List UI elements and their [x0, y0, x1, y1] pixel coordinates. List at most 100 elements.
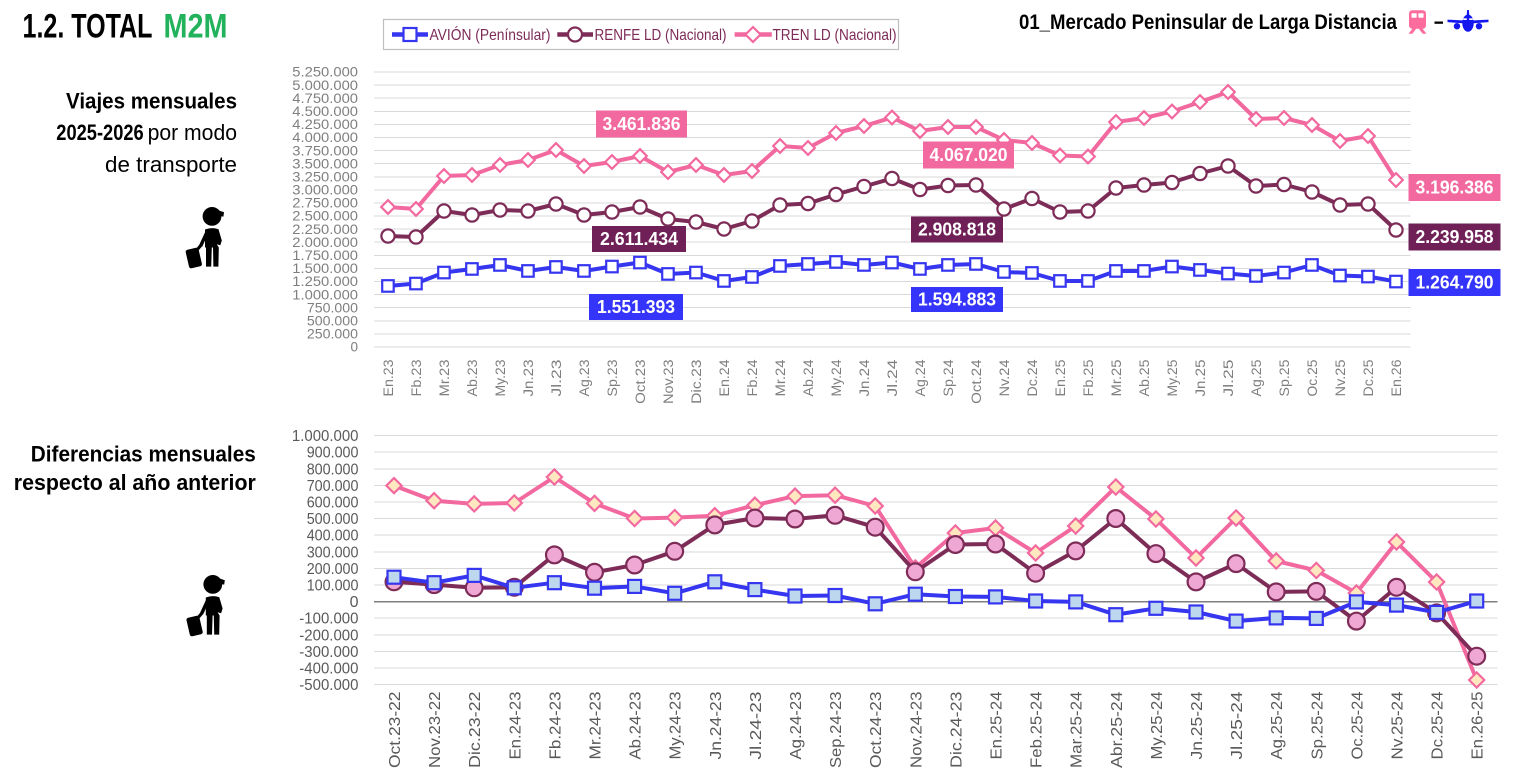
- svg-text:2.611.434: 2.611.434: [600, 229, 678, 249]
- svg-text:700.000: 700.000: [307, 478, 359, 495]
- svg-text:2.250.000: 2.250.000: [292, 222, 358, 237]
- svg-text:250.000: 250.000: [307, 327, 358, 342]
- svg-text:M2M: M2M: [164, 8, 228, 46]
- svg-text:400.000: 400.000: [307, 528, 359, 545]
- svg-text:Mr.25: Mr.25: [1109, 360, 1124, 397]
- svg-text:En.23: En.23: [381, 360, 396, 397]
- svg-text:3.000.000: 3.000.000: [292, 183, 358, 198]
- svg-text:Sp.24: Sp.24: [941, 359, 956, 397]
- svg-text:Fb.23: Fb.23: [409, 360, 424, 397]
- svg-text:-300.000: -300.000: [299, 644, 358, 661]
- svg-text:Nov.24-23: Nov.24-23: [908, 692, 925, 769]
- svg-text:2.908.818: 2.908.818: [918, 220, 996, 240]
- svg-text:Jn.25: Jn.25: [1193, 360, 1208, 397]
- svg-text:En.26: En.26: [1389, 360, 1404, 397]
- svg-text:Dic.24-23: Dic.24-23: [948, 692, 965, 769]
- svg-text:My.24: My.24: [829, 359, 844, 397]
- svg-text:Dc.25: Dc.25: [1361, 360, 1376, 397]
- svg-text:Fb.24-23: Fb.24-23: [547, 692, 564, 760]
- svg-text:2.500.000: 2.500.000: [292, 209, 358, 224]
- svg-text:My.25: My.25: [1165, 360, 1180, 397]
- svg-text:My.24-23: My.24-23: [668, 692, 685, 760]
- svg-text:5.000.000: 5.000.000: [292, 78, 358, 93]
- svg-text:En.25: En.25: [1053, 360, 1068, 397]
- svg-text:Mr.23: Mr.23: [437, 360, 452, 397]
- svg-text:My.23: My.23: [493, 360, 508, 397]
- svg-text:Oc.25-24: Oc.25-24: [1349, 691, 1366, 759]
- svg-text:2.750.000: 2.750.000: [292, 196, 358, 211]
- svg-text:4.067.020: 4.067.020: [930, 145, 1008, 165]
- svg-text:En.24: En.24: [717, 359, 732, 397]
- svg-text:3.500.000: 3.500.000: [292, 156, 358, 171]
- svg-text:Sp.23: Sp.23: [605, 360, 620, 397]
- svg-text:500.000: 500.000: [307, 511, 359, 528]
- svg-text:Jl.25: Jl.25: [1221, 360, 1236, 397]
- svg-text:Sp.25-24: Sp.25-24: [1309, 691, 1326, 759]
- svg-text:0: 0: [350, 594, 359, 611]
- svg-text:1.250.000: 1.250.000: [292, 274, 358, 289]
- svg-text:Ab.23: Ab.23: [465, 360, 480, 397]
- svg-text:200.000: 200.000: [307, 561, 359, 578]
- svg-text:3.750.000: 3.750.000: [292, 143, 358, 158]
- svg-text:01_Mercado Peninsular de Larga: 01_Mercado Peninsular de Larga Distancia: [1019, 11, 1397, 34]
- svg-text:TREN LD (Nacional): TREN LD (Nacional): [773, 27, 897, 44]
- svg-text:Ab.25: Ab.25: [1137, 360, 1152, 397]
- svg-text:4.750.000: 4.750.000: [292, 91, 358, 106]
- svg-text:Viajes mensuales: Viajes mensuales: [66, 89, 237, 114]
- svg-text:Oct.23: Oct.23: [633, 360, 648, 404]
- svg-text:Jl.24: Jl.24: [885, 359, 900, 397]
- svg-text:1.000.000: 1.000.000: [292, 287, 358, 302]
- svg-text:1.750.000: 1.750.000: [292, 248, 358, 263]
- svg-text:My.25-24: My.25-24: [1149, 691, 1166, 759]
- svg-text:Fb.24: Fb.24: [745, 359, 760, 397]
- svg-text:3.461.836: 3.461.836: [603, 114, 681, 134]
- svg-text:-500.000: -500.000: [299, 677, 358, 694]
- svg-text:Dc.24: Dc.24: [1025, 359, 1040, 397]
- svg-text:Fb.25: Fb.25: [1081, 360, 1096, 397]
- svg-text:de transporte: de transporte: [105, 152, 237, 177]
- svg-text:-200.000: -200.000: [299, 627, 358, 644]
- svg-text:2.000.000: 2.000.000: [292, 235, 358, 250]
- svg-text:Ag.23: Ag.23: [577, 360, 592, 397]
- svg-text:Jn.23: Jn.23: [521, 360, 536, 397]
- svg-text:3.196.386: 3.196.386: [1416, 178, 1494, 198]
- svg-text:Jl.24-23: Jl.24-23: [748, 692, 765, 760]
- svg-text:Nv.25: Nv.25: [1333, 360, 1348, 397]
- svg-text:-400.000: -400.000: [299, 661, 358, 678]
- svg-text:1.594.883: 1.594.883: [918, 290, 996, 310]
- svg-text:Nov.23: Nov.23: [661, 360, 676, 404]
- svg-text:En.26-25: En.26-25: [1470, 692, 1487, 760]
- svg-text:Ag.24-23: Ag.24-23: [788, 692, 805, 760]
- svg-text:Diferencias mensuales: Diferencias mensuales: [31, 442, 256, 467]
- svg-text:Jn.25-24: Jn.25-24: [1189, 691, 1206, 759]
- svg-text:Nv.24: Nv.24: [997, 359, 1012, 397]
- svg-text:Oct.24-23: Oct.24-23: [868, 692, 885, 769]
- svg-text:Ag.24: Ag.24: [913, 359, 928, 397]
- svg-text:Sp.25: Sp.25: [1277, 360, 1292, 397]
- svg-text:1.264.790: 1.264.790: [1416, 273, 1494, 293]
- svg-text:Mar.25-24: Mar.25-24: [1069, 691, 1086, 768]
- svg-text:4.500.000: 4.500.000: [292, 104, 358, 119]
- svg-text:1.500.000: 1.500.000: [292, 261, 358, 276]
- svg-text:Ab.24-23: Ab.24-23: [628, 692, 645, 760]
- svg-text:Jn.24: Jn.24: [857, 359, 872, 397]
- svg-text:Dic.23: Dic.23: [689, 360, 704, 404]
- svg-text:Nov.23-22: Nov.23-22: [427, 692, 444, 769]
- svg-text:2025-2026: 2025-2026: [56, 120, 143, 145]
- svg-text:Jl.23: Jl.23: [549, 360, 564, 397]
- svg-text:-100.000: -100.000: [299, 611, 358, 628]
- svg-text:0: 0: [350, 340, 358, 355]
- svg-text:3.250.000: 3.250.000: [292, 169, 358, 184]
- svg-text:2.239.958: 2.239.958: [1416, 227, 1494, 247]
- svg-text:por modo: por modo: [148, 120, 237, 145]
- svg-text:Ab.24: Ab.24: [801, 359, 816, 397]
- svg-text:Dc.25-24: Dc.25-24: [1430, 691, 1447, 759]
- svg-text:5.250.000: 5.250.000: [292, 65, 358, 80]
- svg-text:respecto al año anterior: respecto al año anterior: [14, 470, 256, 495]
- svg-text:RENFE LD (Nacional): RENFE LD (Nacional): [595, 27, 727, 44]
- svg-text:500.000: 500.000: [307, 314, 358, 329]
- svg-text:1.2. TOTAL: 1.2. TOTAL: [23, 8, 153, 46]
- svg-text:Oct.24: Oct.24: [969, 359, 984, 404]
- svg-text:Dic.23-22: Dic.23-22: [467, 692, 484, 769]
- svg-text:Abr.25-24: Abr.25-24: [1109, 691, 1126, 768]
